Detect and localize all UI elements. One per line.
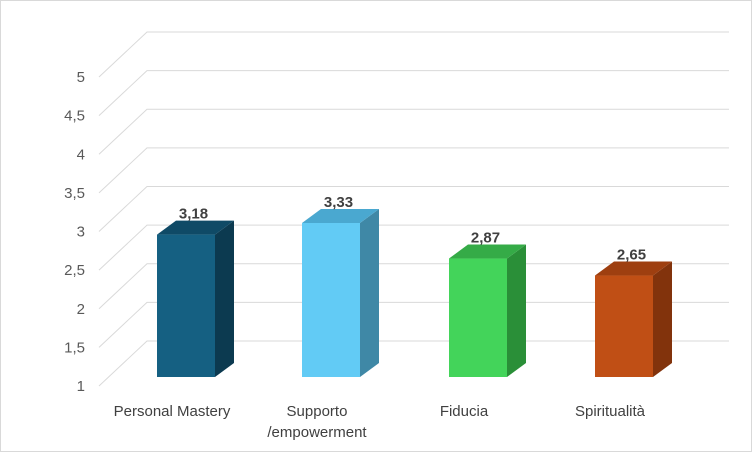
bar xyxy=(302,209,379,377)
data-label: 2,65 xyxy=(617,247,646,264)
x-tick-label: Spiritualità xyxy=(575,403,646,420)
data-label: 3,18 xyxy=(179,206,208,223)
x-tick-label: Fiducia xyxy=(440,403,489,420)
gridline xyxy=(98,263,729,310)
bar-side xyxy=(653,261,672,377)
gridline xyxy=(98,186,729,232)
gridline xyxy=(98,224,729,271)
bar-front xyxy=(302,223,360,377)
bar xyxy=(449,244,526,377)
y-tick-label: 2,5 xyxy=(64,262,85,279)
x-axis-labels: Personal Mastery Supporto/empowerment Fidu… xyxy=(114,403,646,441)
bar xyxy=(595,261,672,377)
y-tick-label: 3 xyxy=(77,224,85,241)
data-label: 2,87 xyxy=(471,230,500,247)
x-tick-label: Personal Mastery xyxy=(114,403,231,420)
bar xyxy=(157,220,234,377)
bars xyxy=(157,209,672,377)
gridline xyxy=(98,340,729,387)
y-axis-ticks: 1 1,5 2 2,5 3 3,5 4 4,5 5 xyxy=(64,69,85,395)
y-tick-label: 4,5 xyxy=(64,108,85,125)
bar-top xyxy=(449,244,526,259)
gridline xyxy=(98,31,729,78)
gridline xyxy=(98,301,729,348)
y-tick-label: 1,5 xyxy=(64,339,85,356)
bar-top xyxy=(157,220,234,235)
gridline xyxy=(98,70,729,116)
bar-front xyxy=(595,275,653,377)
y-tick-label: 1 xyxy=(77,378,85,395)
bar-side xyxy=(215,220,234,377)
y-tick-label: 4 xyxy=(77,146,85,163)
bar-top xyxy=(302,209,379,224)
y-tick-label: 5 xyxy=(77,69,85,86)
bar-front xyxy=(449,258,507,377)
data-labels: 3,18 3,33 2,87 2,65 xyxy=(179,194,646,264)
y-tick-label: 2 xyxy=(77,301,85,318)
bar-front xyxy=(157,234,215,377)
bar-side xyxy=(507,244,526,377)
data-label: 3,33 xyxy=(324,194,353,211)
bar-top xyxy=(595,261,672,276)
gridline xyxy=(98,108,729,155)
y-tick-label: 3,5 xyxy=(64,185,85,202)
bar-side xyxy=(360,209,379,377)
gridlines xyxy=(98,31,729,387)
gridline xyxy=(98,147,729,194)
x-tick-label: Supporto/empowerment xyxy=(267,403,367,441)
